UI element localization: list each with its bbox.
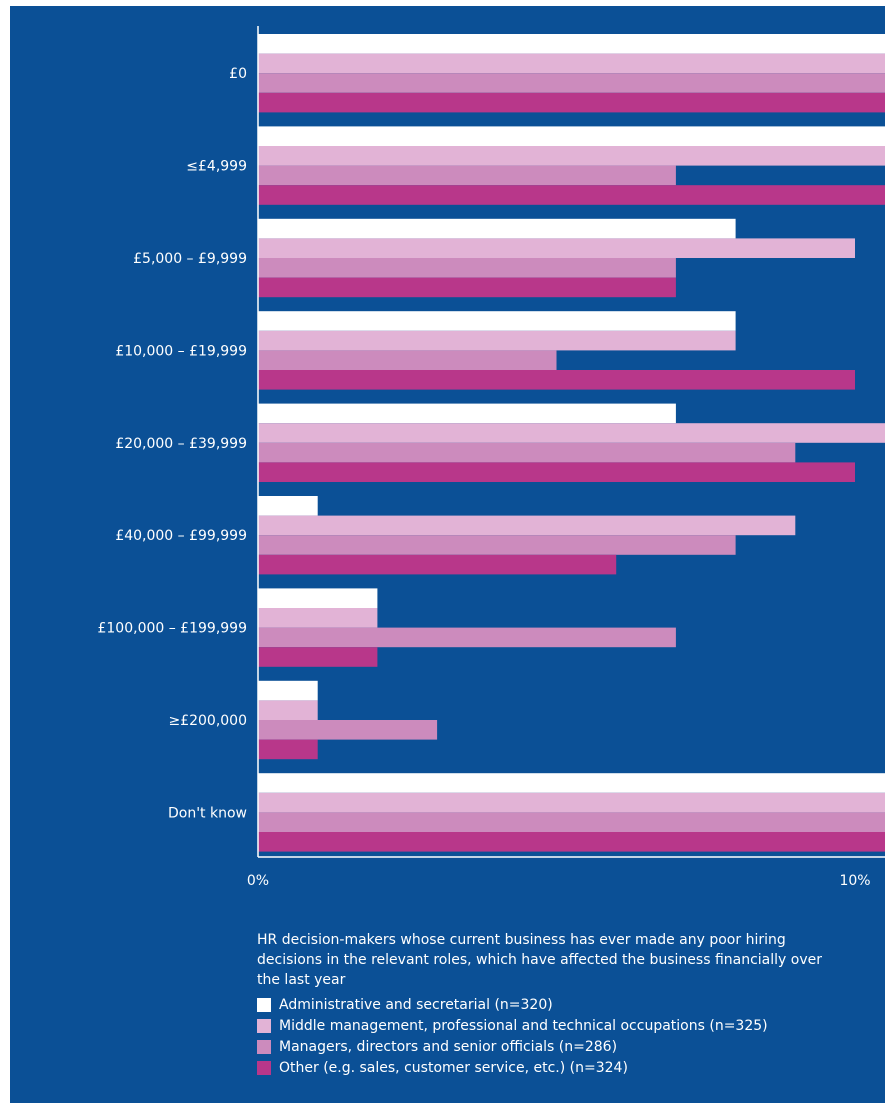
legend-caption: HR decision-makers whose current busines… <box>257 932 822 988</box>
bar-40-000-99-999-series-4 <box>258 554 617 575</box>
bar-0-series-1 <box>258 34 885 54</box>
bar-40-000-99-999-series-2 <box>258 515 796 536</box>
legend: HR decision-makers whose current busines… <box>257 930 837 1078</box>
legend-swatch <box>257 1060 271 1075</box>
bar-40-000-99-999-series-3 <box>258 535 736 555</box>
bar-10-000-19-999-series-4 <box>258 370 855 390</box>
bar-200-000-series-1 <box>258 680 318 701</box>
bar-100-000-199-999-series-3 <box>258 627 676 648</box>
category-label: £100,000 – £199,999 <box>97 621 247 637</box>
legend-item-2: Middle management, professional and tech… <box>257 1015 837 1036</box>
chart-panel: £0 ≤£4,999 £5,000 – £9,999 £10,000 – £19,99… <box>10 6 885 1103</box>
bar-0-series-2 <box>258 53 885 74</box>
bar-don-t-know-series-4 <box>258 832 885 852</box>
bars-group <box>258 34 885 852</box>
category-label: £10,000 – £19,999 <box>115 343 247 359</box>
bar-100-000-199-999-series-2 <box>258 608 378 628</box>
bar-don-t-know-series-3 <box>258 812 885 832</box>
x-tick-label: 0% <box>247 873 269 889</box>
legend-items: Administrative and secretarial (n=320) Mi… <box>257 994 837 1078</box>
legend-label: Managers, directors and senior officials… <box>279 1038 618 1055</box>
bar-20-000-39-999-series-1 <box>258 403 676 424</box>
bar-200-000-series-2 <box>258 700 318 720</box>
category-label: Don't know <box>168 805 247 821</box>
legend-label: Administrative and secretarial (n=320) <box>279 996 553 1013</box>
x-axis-ticks: 0%10%20%30%40%50% <box>247 873 871 889</box>
category-label: £20,000 – £39,999 <box>115 436 247 452</box>
legend-swatch <box>257 997 271 1012</box>
bar-0-series-3 <box>258 73 885 93</box>
bar-0-series-4 <box>258 92 885 113</box>
bar-10-000-19-999-series-1 <box>258 311 736 331</box>
legend-label: Other (e.g. sales, customer service, etc… <box>279 1059 628 1076</box>
bar-20-000-39-999-series-4 <box>258 462 855 482</box>
bar-5-000-9-999-series-2 <box>258 238 855 258</box>
bar-5-000-9-999-series-3 <box>258 258 676 278</box>
bar-4-999-series-2 <box>258 146 885 166</box>
legend-item-4: Other (e.g. sales, customer service, etc… <box>257 1057 837 1078</box>
bar-4-999-series-1 <box>258 126 885 146</box>
bar-5-000-9-999-series-1 <box>258 218 736 239</box>
bar-40-000-99-999-series-1 <box>258 496 318 516</box>
category-label: ≤£4,999 <box>186 159 247 175</box>
legend-swatch <box>257 1039 271 1054</box>
bar-don-t-know-series-1 <box>258 773 885 793</box>
bar-20-000-39-999-series-3 <box>258 442 796 463</box>
bar-200-000-series-3 <box>258 720 438 740</box>
legend-label: Middle management, professional and tech… <box>279 1017 768 1034</box>
category-label: £5,000 – £9,999 <box>133 251 247 267</box>
bar-100-000-199-999-series-1 <box>258 588 378 608</box>
bar-5-000-9-999-series-4 <box>258 277 676 298</box>
bar-don-t-know-series-2 <box>258 792 885 813</box>
category-labels: £0 ≤£4,999 £5,000 – £9,999 £10,000 – £19,99… <box>97 66 247 821</box>
legend-item-1: Administrative and secretarial (n=320) <box>257 994 837 1015</box>
legend-item-3: Managers, directors and senior officials… <box>257 1036 837 1057</box>
x-tick-label: 10% <box>839 873 870 889</box>
bar-4-999-series-4 <box>258 185 885 205</box>
legend-swatch <box>257 1018 271 1033</box>
category-label: £0 <box>229 66 247 82</box>
category-label: £40,000 – £99,999 <box>115 528 247 544</box>
bar-100-000-199-999-series-4 <box>258 647 378 667</box>
category-label: ≥£200,000 <box>168 713 247 729</box>
bar-4-999-series-3 <box>258 165 676 186</box>
bar-20-000-39-999-series-2 <box>258 423 885 443</box>
bar-10-000-19-999-series-2 <box>258 330 736 351</box>
bar-200-000-series-4 <box>258 739 318 760</box>
bar-chart: £0 ≤£4,999 £5,000 – £9,999 £10,000 – £19,99… <box>97 26 885 889</box>
bar-10-000-19-999-series-3 <box>258 350 557 370</box>
